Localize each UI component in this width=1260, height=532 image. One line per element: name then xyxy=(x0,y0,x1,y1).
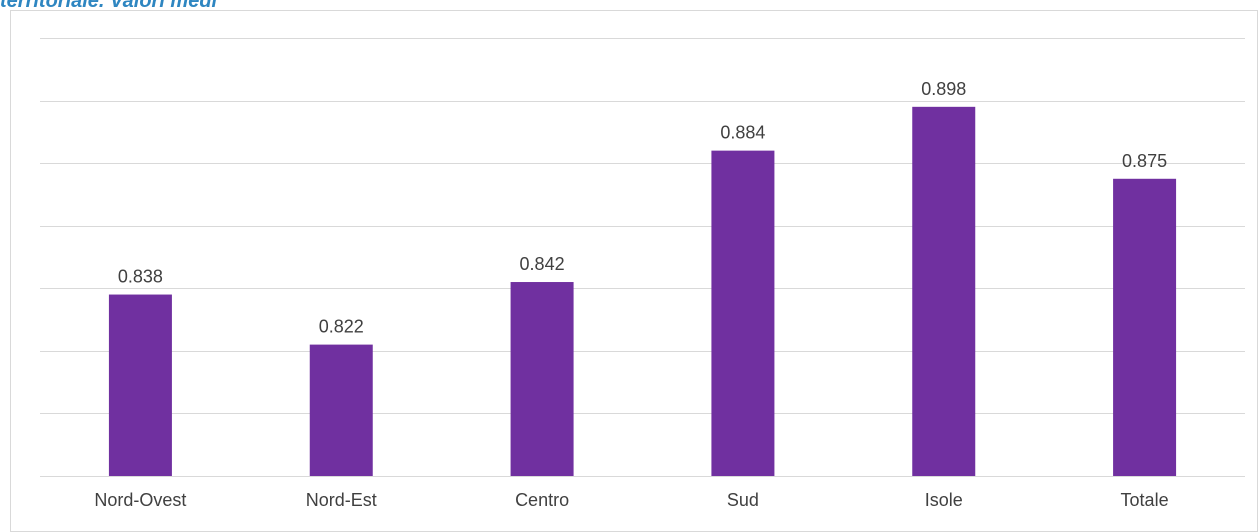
x-tick-label: Nord-Ovest xyxy=(94,490,186,510)
x-tick-label: Isole xyxy=(925,490,963,510)
bar xyxy=(912,106,976,476)
bar xyxy=(510,282,574,476)
bar xyxy=(309,344,373,476)
data-label: 0.842 xyxy=(520,254,565,274)
bar xyxy=(108,294,172,476)
bar xyxy=(711,150,775,476)
data-label: 0.838 xyxy=(118,267,163,287)
data-label: 0.875 xyxy=(1122,151,1167,171)
data-label: 0.884 xyxy=(720,123,765,143)
x-tick-label: Nord-Est xyxy=(306,490,377,510)
bar xyxy=(1113,178,1177,477)
data-label: 0.822 xyxy=(319,317,364,337)
data-label: 0.898 xyxy=(921,79,966,99)
x-tick-label: Centro xyxy=(515,490,569,510)
x-tick-label: Totale xyxy=(1121,490,1169,510)
x-tick-label: Sud xyxy=(727,490,759,510)
chart-heading: territoriale. Valori medi xyxy=(0,0,218,12)
